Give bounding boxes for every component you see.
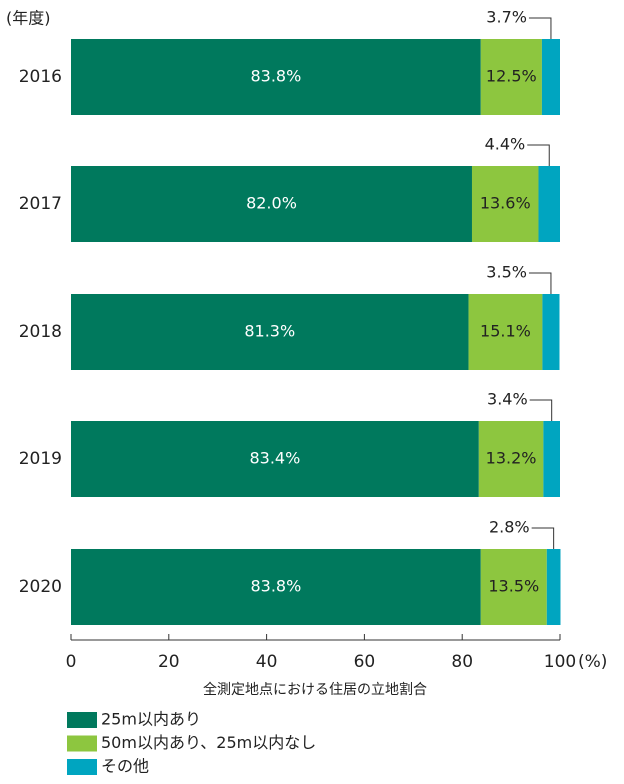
value-label: 2.8%: [489, 518, 530, 537]
bar-segment: [471, 166, 539, 242]
y-tick-label: 2017: [19, 194, 62, 214]
leader-line: [531, 527, 555, 549]
value-label: 13.5%: [488, 577, 539, 596]
bar-segment: [541, 39, 560, 115]
value-label: 83.8%: [250, 577, 301, 596]
value-label: 3.4%: [487, 390, 528, 409]
x-tick-label: 20: [158, 652, 180, 672]
legend-label: 25m以内あり: [101, 710, 201, 729]
bar-segment: [468, 294, 543, 370]
value-label: 13.6%: [480, 194, 531, 213]
bar-segment: [538, 166, 560, 242]
legend-label: その他: [101, 757, 149, 776]
value-label: 83.4%: [249, 449, 300, 468]
bar-segment: [71, 549, 481, 625]
leader-line: [529, 399, 553, 421]
legend-label: 50m以内あり、25m以内なし: [101, 733, 316, 752]
legend-swatch: [67, 712, 97, 728]
value-label: 82.0%: [246, 194, 297, 213]
y-axis-label: (年度): [6, 9, 51, 28]
bar-segment: [542, 294, 560, 370]
legend-swatch: [67, 735, 97, 752]
y-tick-label: 2018: [19, 322, 62, 342]
x-tick-label: 0: [66, 652, 77, 672]
value-label: 3.5%: [486, 263, 527, 282]
x-axis-label: 全測定地点における住居の立地割合: [203, 681, 427, 698]
bar-segment: [71, 39, 481, 115]
bar-segment: [543, 421, 560, 497]
x-tick-label: 60: [354, 652, 376, 672]
value-label: 15.1%: [480, 322, 531, 341]
y-tick-label: 2020: [19, 577, 62, 597]
y-tick-label: 2019: [19, 449, 62, 469]
value-label: 3.7%: [486, 8, 527, 27]
value-label: 4.4%: [485, 135, 526, 154]
value-label: 81.3%: [244, 322, 295, 341]
x-unit: (%): [578, 652, 607, 672]
x-tick-label: 40: [256, 652, 278, 672]
value-label: 83.8%: [250, 67, 301, 86]
value-label: 12.5%: [486, 67, 537, 86]
bar-segment: [480, 549, 547, 625]
leader-line: [528, 17, 552, 39]
bar-segment: [71, 166, 472, 242]
x-tick-label: 100: [544, 652, 576, 672]
bar-segment: [478, 421, 544, 497]
y-tick-label: 2016: [19, 67, 62, 87]
legend-swatch: [67, 759, 97, 775]
leader-line: [527, 144, 550, 166]
bar-segment: [480, 39, 542, 115]
x-tick-label: 80: [451, 652, 473, 672]
bar-segment: [546, 549, 561, 625]
value-label: 13.2%: [486, 449, 537, 468]
bar-segment: [71, 294, 469, 370]
leader-line: [528, 272, 552, 294]
bar-segment: [71, 421, 479, 497]
